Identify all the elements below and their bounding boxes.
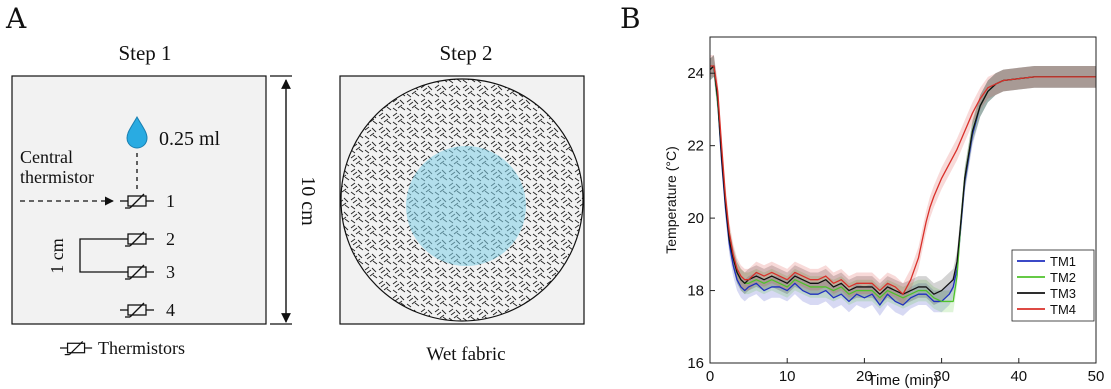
y-tick-label: 22 — [687, 138, 704, 155]
x-tick-label: 10 — [779, 368, 796, 385]
x-tick-label: 40 — [1010, 368, 1027, 385]
plot-frame — [709, 36, 1097, 364]
spacing-bracket — [79, 238, 120, 273]
spacing-label: 1 cm — [47, 238, 67, 274]
x-axis-ticks: 0 10 20 30 40 50 — [706, 358, 1105, 385]
droplet-volume-label: 0.25 ml — [159, 128, 221, 150]
droplet-icon — [126, 115, 148, 149]
step1-fabric-square — [11, 75, 267, 325]
y-tick-label: 18 — [687, 283, 704, 300]
x-tick-label: 30 — [933, 368, 950, 385]
panel-letter-b: B — [620, 2, 641, 35]
y-axis-ticks: 16 18 20 22 24 — [687, 65, 715, 372]
legend-label-tm2: TM2 — [1050, 270, 1076, 285]
series-lines — [709, 65, 1096, 306]
x-tick-label: 50 — [1088, 368, 1105, 385]
legend-label-tm3: TM3 — [1050, 286, 1076, 301]
panel-letter-a: A — [6, 2, 27, 35]
panel-a-schematic: Step 1 0.25 ml Central thermistor 1 2 3 … — [11, 41, 585, 365]
size-label: 10 cm — [297, 176, 319, 226]
y-tick-label: 20 — [687, 210, 704, 227]
central-thermistor-label-line2: thermistor — [20, 167, 94, 187]
thermistor-label-2: 2 — [166, 229, 175, 249]
series-line-tm3 — [709, 65, 1096, 295]
step2-caption: Wet fabric — [426, 344, 505, 365]
series-line-tm4 — [710, 65, 1096, 295]
step1-title: Step 1 — [118, 41, 171, 65]
thermistor-legend-label: Thermistors — [98, 338, 185, 358]
y-tick-label: 16 — [687, 355, 704, 372]
y-axis-label: Temperature (°C) — [663, 146, 679, 254]
central-thermistor-label-line1: Central — [20, 147, 73, 167]
legend-label-tm1: TM1 — [1050, 254, 1076, 269]
y-tick-label: 24 — [687, 65, 704, 82]
legend-label-tm4: TM4 — [1050, 302, 1076, 317]
thermistor-label-4: 4 — [166, 300, 175, 320]
x-axis-label: Time (min) — [867, 372, 938, 389]
thermistor-label-1: 1 — [166, 191, 175, 211]
series-band-tm1 — [710, 55, 1096, 316]
wet-area — [406, 146, 526, 266]
thermistor-label-3: 3 — [166, 262, 175, 282]
x-tick-label: 0 — [706, 368, 714, 385]
x-tick-label: 20 — [856, 368, 873, 385]
step2-title: Step 2 — [439, 41, 492, 65]
